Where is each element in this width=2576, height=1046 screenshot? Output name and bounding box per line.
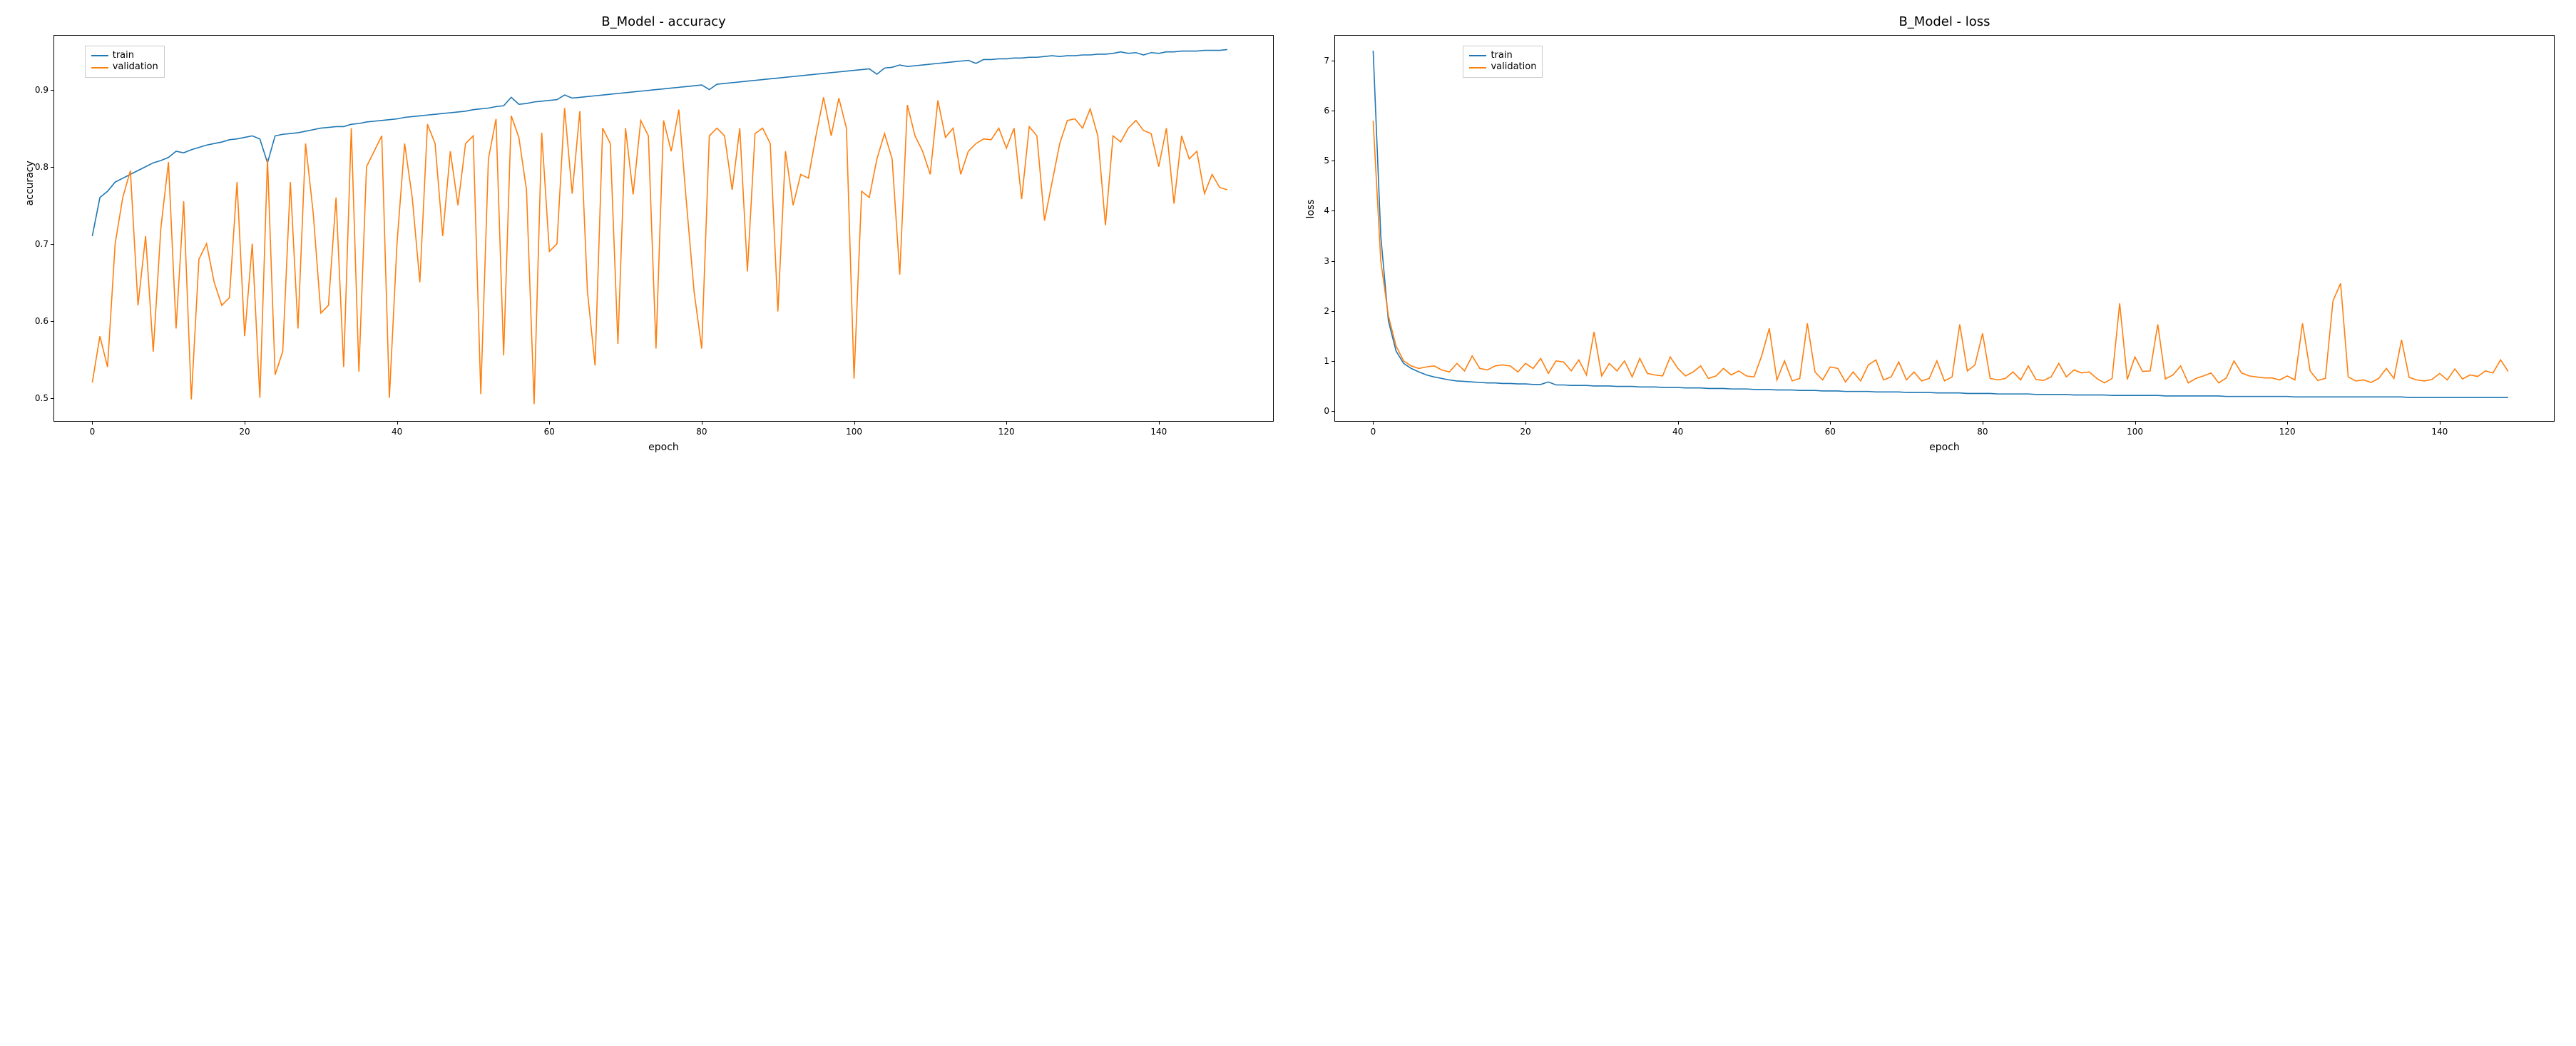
loss-xlabel: epoch [1334,442,2555,453]
ytick-label: 6 [1324,106,1329,116]
ytick-label: 0 [1324,406,1329,416]
ytick-label: 0.8 [35,162,48,172]
xtick-label: 0 [90,427,96,437]
ytick-mark [1332,411,1335,412]
ytick-label: 0.6 [35,316,48,326]
accuracy-ylabel: accuracy [24,161,36,205]
legend-line-train [1469,55,1486,56]
xtick-label: 20 [239,427,250,437]
ytick-mark [51,167,54,168]
legend-label-validation: validation [1491,61,1536,73]
ytick-label: 4 [1324,205,1329,215]
legend-row-train: train [91,50,158,62]
ytick-mark [51,90,54,91]
xtick-mark [1830,421,1831,425]
series-train [1373,51,2508,397]
legend-row-train: train [1469,50,1536,62]
xtick-label: 100 [2127,427,2143,437]
xtick-label: 80 [1977,427,1988,437]
legend-label-validation: validation [113,61,158,73]
xtick-label: 100 [846,427,862,437]
xtick-label: 40 [1672,427,1683,437]
xtick-label: 0 [1371,427,1376,437]
series-validation [1373,121,2508,382]
ytick-label: 2 [1324,306,1329,316]
xtick-label: 80 [696,427,707,437]
accuracy-legend: train validation [85,46,165,78]
loss-legend: train validation [1463,46,1543,78]
ytick-label: 7 [1324,56,1329,66]
xtick-mark [2287,421,2288,425]
series-validation [92,97,1227,404]
ytick-label: 0.5 [35,393,48,403]
series-train [92,49,1227,235]
ytick-label: 3 [1324,256,1329,266]
xtick-mark [2135,421,2136,425]
legend-label-train: train [1491,50,1512,62]
xtick-mark [549,421,550,425]
ytick-label: 0.9 [35,85,48,95]
loss-title: B_Model - loss [1334,14,2555,29]
xtick-mark [1159,421,1160,425]
legend-row-validation: validation [1469,61,1536,73]
xtick-mark [397,421,398,425]
ytick-label: 5 [1324,156,1329,166]
ytick-mark [1332,311,1335,312]
xtick-label: 40 [392,427,402,437]
ytick-mark [51,398,54,399]
ytick-label: 0.7 [35,239,48,249]
ytick-mark [1332,361,1335,362]
accuracy-title: B_Model - accuracy [53,14,1274,29]
xtick-label: 60 [1825,427,1836,437]
loss-axes: train validation loss 012345670204060801… [1334,35,2555,422]
ytick-mark [51,244,54,245]
xtick-mark [1678,421,1679,425]
xtick-label: 120 [998,427,1015,437]
xtick-label: 120 [2279,427,2296,437]
accuracy-axes: train validation accuracy 0.50.60.70.80.… [53,35,1274,422]
legend-line-validation [1469,67,1486,68]
accuracy-plot-svg [54,36,1273,421]
xtick-mark [1525,421,1526,425]
legend-label-train: train [113,50,134,62]
ytick-mark [1332,210,1335,211]
ytick-mark [1332,261,1335,262]
xtick-label: 60 [544,427,555,437]
xtick-label: 20 [1520,427,1530,437]
xtick-label: 140 [2431,427,2448,437]
ytick-mark [51,321,54,322]
subplot-loss: B_Model - loss train validation loss 012… [1334,14,2555,453]
subplot-accuracy: B_Model - accuracy train validation accu… [53,14,1274,453]
legend-row-validation: validation [91,61,158,73]
legend-line-validation [91,67,108,68]
xtick-label: 140 [1150,427,1167,437]
xtick-mark [854,421,855,425]
xtick-mark [1373,421,1374,425]
loss-plot-svg [1335,36,2554,421]
legend-line-train [91,55,108,56]
ytick-label: 1 [1324,356,1329,366]
loss-ylabel: loss [1305,199,1317,218]
xtick-mark [1006,421,1007,425]
xtick-mark [92,421,93,425]
accuracy-xlabel: epoch [53,442,1274,453]
figure: B_Model - accuracy train validation accu… [14,14,2562,453]
